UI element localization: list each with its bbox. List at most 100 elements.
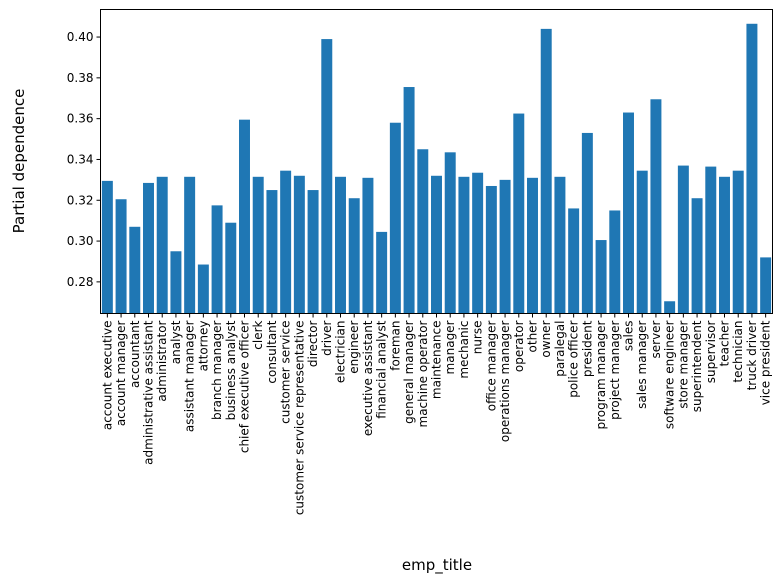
bar xyxy=(321,39,333,314)
bar xyxy=(143,182,154,314)
bar xyxy=(197,264,209,314)
bar xyxy=(499,179,511,314)
x-tick-label: other xyxy=(526,320,540,352)
x-tick-label: nurse xyxy=(471,321,485,355)
x-tick-label: manager xyxy=(443,320,457,374)
x-tick-label: electrician xyxy=(334,321,348,384)
bar xyxy=(540,28,552,314)
y-tick-label: 0.38 xyxy=(67,71,94,85)
bar xyxy=(458,176,470,314)
bar xyxy=(129,226,141,314)
x-tick-label: teacher xyxy=(718,320,732,366)
bar xyxy=(485,185,497,314)
bar xyxy=(472,172,484,314)
y-tick-label: 0.32 xyxy=(67,193,94,207)
x-tick-label: mechanic xyxy=(457,321,471,379)
x-tick-label: technician xyxy=(731,321,745,383)
bar xyxy=(403,87,415,314)
bar xyxy=(568,208,580,314)
bar xyxy=(732,170,744,314)
x-tick-label: machine operator xyxy=(416,320,430,427)
bar xyxy=(691,198,703,314)
x-tick-label: server xyxy=(649,320,663,358)
x-tick-label: financial analyst xyxy=(375,320,389,419)
x-tick-label: driver xyxy=(320,320,334,355)
bar xyxy=(184,176,196,314)
x-axis-label: emp_title xyxy=(402,556,472,575)
x-tick-label: customer service xyxy=(279,321,293,424)
bar xyxy=(677,165,689,314)
x-tick-label: account manager xyxy=(114,320,128,426)
bar xyxy=(431,175,442,314)
x-axis: account executive account manager accounta… xyxy=(100,313,773,516)
x-tick-label: director xyxy=(306,320,320,367)
x-tick-label: attorney xyxy=(196,321,210,372)
x-tick-label: general manager xyxy=(402,320,416,423)
bar xyxy=(280,170,292,314)
x-tick-label: paralegal xyxy=(553,321,567,377)
bar xyxy=(664,301,676,314)
x-tick-label: store manager xyxy=(676,320,690,408)
bar xyxy=(417,149,429,314)
plot-frame xyxy=(100,9,773,314)
x-tick-label: project manager xyxy=(608,320,622,419)
bar xyxy=(101,180,113,314)
x-tick-label: branch manager xyxy=(210,320,224,420)
x-tick-label: engineer xyxy=(347,320,361,373)
y-tick-label: 0.28 xyxy=(67,275,94,289)
x-tick-label: assistant manager xyxy=(183,320,197,432)
bar xyxy=(513,113,525,314)
bar xyxy=(170,251,182,314)
y-tick-label: 0.30 xyxy=(67,234,94,248)
x-tick-label: sales xyxy=(622,321,636,352)
x-tick-label: chief executive officer xyxy=(238,320,252,453)
x-tick-label: operations manager xyxy=(498,320,512,442)
bar xyxy=(376,231,388,314)
bar xyxy=(307,190,319,314)
x-tick-label: administrator xyxy=(155,320,169,401)
bar xyxy=(156,176,168,314)
x-tick-label: administrative assistant xyxy=(142,320,156,465)
x-tick-label: vice president xyxy=(759,320,773,405)
bar xyxy=(389,122,401,314)
bar xyxy=(211,205,223,314)
bar xyxy=(266,190,278,314)
y-axis-label: Partial dependence xyxy=(10,89,28,234)
x-tick-label: superintendent xyxy=(690,320,704,412)
x-tick-label: software engineer xyxy=(663,320,677,429)
x-tick-label: accountant xyxy=(128,320,142,388)
bar xyxy=(705,166,717,314)
x-tick-label: supervisor xyxy=(704,320,718,383)
y-tick-label: 0.34 xyxy=(67,152,94,166)
x-tick-label: consultant xyxy=(265,320,279,383)
x-tick-label: foreman xyxy=(388,321,402,371)
x-tick-label: office manager xyxy=(484,320,498,411)
x-tick-label: analyst xyxy=(169,320,183,364)
bar xyxy=(115,199,127,314)
bar xyxy=(335,176,346,314)
y-tick-label: 0.40 xyxy=(67,30,94,44)
bar xyxy=(595,240,607,314)
x-tick-label: truck driver xyxy=(745,320,759,390)
x-tick-label: maintenance xyxy=(430,321,444,400)
x-tick-label: sales manager xyxy=(635,320,649,408)
y-axis: 0.28 0.30 0.32 0.34 0.36 0.38 0.40 xyxy=(67,30,101,289)
bar xyxy=(609,210,621,314)
y-tick-label: 0.36 xyxy=(67,112,94,126)
x-tick-label: president xyxy=(580,320,594,377)
bar xyxy=(760,257,772,314)
bar xyxy=(650,99,662,314)
x-tick-label: clerk xyxy=(251,320,265,349)
x-tick-label: owner xyxy=(539,320,553,357)
x-tick-label: account executive xyxy=(100,321,114,431)
x-tick-label: customer service representative xyxy=(292,321,306,516)
bar xyxy=(527,177,538,314)
bar xyxy=(362,177,374,314)
bar xyxy=(746,23,758,314)
bar xyxy=(239,119,250,314)
bar xyxy=(581,132,593,314)
x-tick-label: executive assistant xyxy=(361,320,375,436)
bar xyxy=(554,176,566,314)
bar xyxy=(348,198,360,314)
